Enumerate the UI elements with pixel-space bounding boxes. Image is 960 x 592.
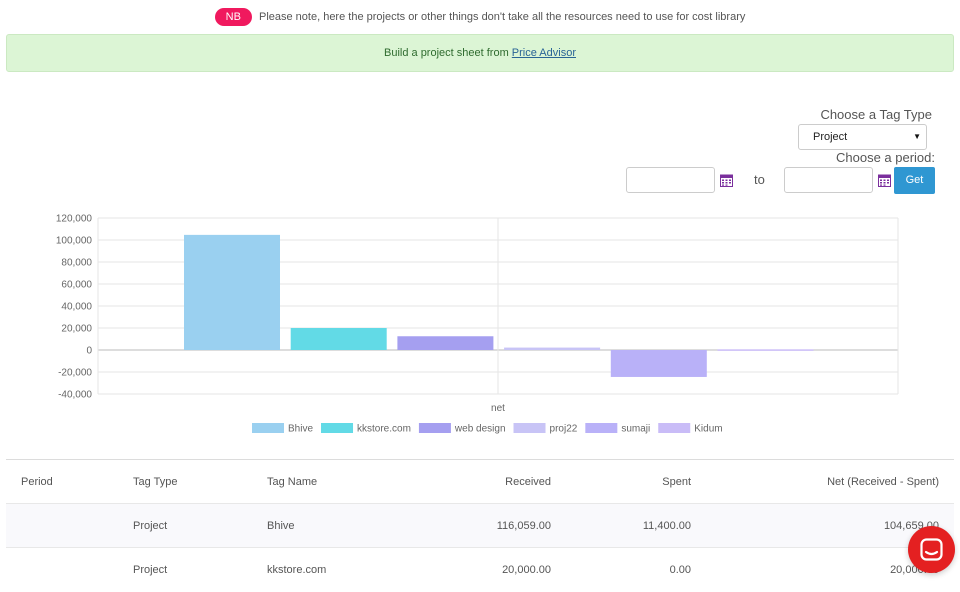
cell-received: 116,059.00 <box>496 520 551 532</box>
tag-type-select[interactable]: Project ▼ <box>798 124 927 150</box>
y-tick-label: 60,000 <box>61 280 92 291</box>
header-tag-type: Tag Type <box>133 476 178 488</box>
bar-web-design <box>397 336 494 350</box>
legend-label: web design <box>454 424 506 435</box>
period-to-input[interactable] <box>784 167 873 193</box>
cell-tag-type: Project <box>133 520 168 532</box>
calendar-icon[interactable] <box>720 174 733 187</box>
cell-spent: 0.00 <box>669 564 691 576</box>
cell-tag-type: Project <box>133 564 168 576</box>
header-spent: Spent <box>662 476 691 488</box>
legend-swatch <box>321 423 354 433</box>
legend-label: sumaji <box>621 424 650 435</box>
bar-sumaji <box>610 350 707 377</box>
y-tick-label: 0 <box>86 346 92 357</box>
y-tick-label: 100,000 <box>56 236 93 247</box>
notice: NB Please note, here the projects or oth… <box>0 8 960 26</box>
chat-launcher-button[interactable] <box>908 526 955 573</box>
header-net: Net (Received - Spent) <box>827 476 939 488</box>
header-tag-name: Tag Name <box>267 476 318 488</box>
nb-badge: NB <box>214 8 252 26</box>
x-tick-label: net <box>491 403 505 414</box>
legend-label: proj22 <box>550 424 578 435</box>
cell-received: 20,000.00 <box>502 564 551 576</box>
table-row: Project kkstore.com 20,000.00 0.00 20,00… <box>6 547 954 591</box>
y-tick-label: 80,000 <box>61 258 92 269</box>
legend-swatch <box>658 423 691 433</box>
y-tick-label: -40,000 <box>58 390 92 401</box>
period-label: Choose a period: <box>835 150 935 165</box>
bar-proj22 <box>504 347 601 350</box>
price-advisor-banner: Build a project sheet from Price Advisor <box>6 34 954 72</box>
price-advisor-link[interactable]: Price Advisor <box>511 47 576 59</box>
bar-kidum <box>717 349 814 351</box>
y-tick-label: -20,000 <box>58 368 92 379</box>
tag-type-selected-value: Project <box>813 131 848 143</box>
bar-bhive <box>184 234 280 350</box>
chat-icon <box>920 538 943 561</box>
dropdown-arrow-icon: ▼ <box>913 132 921 141</box>
legend-swatch <box>418 423 451 433</box>
legend-swatch <box>252 423 284 433</box>
cell-tag-name: Bhive <box>267 520 295 532</box>
header-period: Period <box>21 476 53 488</box>
bar-kkstore-com <box>290 328 387 350</box>
tag-type-label: Choose a Tag Type <box>820 107 932 122</box>
y-tick-label: 40,000 <box>61 302 92 313</box>
header-received: Received <box>505 476 551 488</box>
y-tick-label: 20,000 <box>61 324 92 335</box>
cell-spent: 11,400.00 <box>642 520 691 532</box>
get-button[interactable]: Get <box>894 167 935 194</box>
legend-swatch <box>513 423 546 433</box>
legend-label: Kidum <box>694 424 722 435</box>
table-header-row: Period Tag Type Tag Name Received Spent … <box>6 459 954 503</box>
legend-label: kkstore.com <box>357 424 411 435</box>
y-tick-label: 120,000 <box>56 214 93 225</box>
to-label: to <box>754 172 765 187</box>
legend-label: Bhive <box>288 424 313 435</box>
legend-swatch <box>585 423 618 433</box>
results-table: Period Tag Type Tag Name Received Spent … <box>6 459 954 591</box>
net-bar-chart: 120,000 100,000 80,000 60,000 40,000 20,000 0 -… <box>56 214 899 435</box>
cell-tag-name: kkstore.com <box>267 564 327 576</box>
banner-text: Build a project sheet from <box>384 47 512 59</box>
period-from-input[interactable] <box>626 167 715 193</box>
calendar-icon[interactable] <box>878 174 891 187</box>
table-row: Project Bhive 116,059.00 11,400.00 104,6… <box>6 503 954 547</box>
notice-text: Please note, here the projects or other … <box>258 11 746 23</box>
